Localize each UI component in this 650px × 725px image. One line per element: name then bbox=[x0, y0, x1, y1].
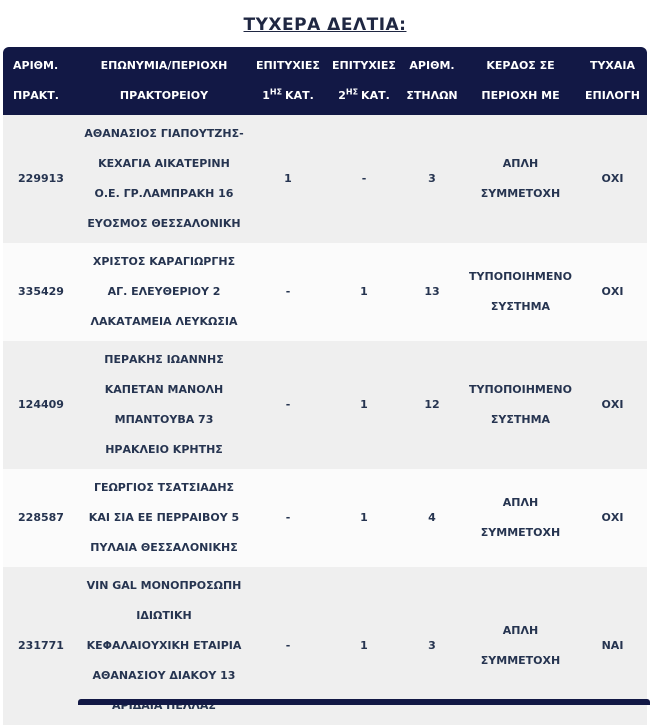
cat1-wins-cell: - bbox=[285, 398, 291, 411]
cat1-wins-cell: - bbox=[285, 511, 291, 524]
header-agency-name-area: ΕΠΩΝΥΜΙΑ/ΠΕΡΙΟΧΗ ΠΡΑΚΤΟΡΕΙΟΥ bbox=[79, 47, 249, 115]
win-area-cell: ΑΠΛΗ ΣΥΜΜΕΤΟΧΗ bbox=[480, 157, 561, 200]
page-title: ΤΥΧΕΡΑ ΔΕΛΤΙΑ: bbox=[243, 15, 407, 35]
table-row: 335429 ΧΡΙΣΤΟΣ ΚΑΡΑΓΙΩΡΓΗΣ ΑΓ. ΕΛΕΥΘΕΡΙΟ… bbox=[3, 243, 647, 341]
table-header-row: ΑΡΙΘΜ. ΠΡΑΚΤ. ΕΠΩΝΥΜΙΑ/ΠΕΡΙΟΧΗ ΠΡΑΚΤΟΡΕΙ… bbox=[3, 47, 647, 115]
table-row: 124409 ΠΕΡΑΚΗΣ ΙΩΑΝΝΗΣ ΚΑΠΕΤΑΝ ΜΑΝΟΛΗ ΜΠ… bbox=[3, 341, 647, 469]
random-pick-cell: ΟΧΙ bbox=[601, 285, 624, 298]
header-line: ΤΥΧΑΙΑ bbox=[589, 59, 636, 72]
win-area-cell: ΤΥΠΟΠΟΙΗΜΕΝΟ ΣΥΣΤΗΜΑ bbox=[469, 383, 572, 426]
agency-number-cell: 231771 bbox=[18, 639, 64, 652]
win-area-cell: ΑΠΛΗ ΣΥΜΜΕΤΟΧΗ bbox=[480, 624, 561, 667]
agency-name-cell: ΧΡΙΣΤΟΣ ΚΑΡΑΓΙΩΡΓΗΣ ΑΓ. ΕΛΕΥΘΕΡΙΟΥ 2 ΛΑΚ… bbox=[90, 255, 238, 328]
agency-number-cell: 229913 bbox=[18, 172, 64, 185]
header-agency-number: ΑΡΙΘΜ. ΠΡΑΚΤ. bbox=[3, 47, 79, 115]
cat2-wins-cell: - bbox=[361, 172, 367, 185]
columns-count-cell: 3 bbox=[428, 639, 436, 652]
cat1-wins-cell: 1 bbox=[284, 172, 292, 185]
cat2-wins-cell: 1 bbox=[360, 285, 368, 298]
header-win-area: ΚΕΡΔΟΣ ΣΕ ΠΕΡΙΟΧΗ ΜΕ bbox=[463, 47, 578, 115]
header-random-pick: ΤΥΧΑΙΑ ΕΠΙΛΟΓΗ bbox=[578, 47, 647, 115]
random-pick-cell: ΟΧΙ bbox=[601, 398, 624, 411]
columns-count-cell: 4 bbox=[428, 511, 436, 524]
random-pick-cell: ΟΧΙ bbox=[601, 511, 624, 524]
cat1-wins-cell: - bbox=[285, 639, 291, 652]
header-line: ΕΠΩΝΥΜΙΑ/ΠΕΡΙΟΧΗ bbox=[100, 59, 228, 72]
agency-name-cell: ΓΕΩΡΓΙΟΣ ΤΣΑΤΣΙΑΔΗΣ ΚΑΙ ΣΙΑ ΕΕ ΠΕΡΡΑΙΒΟΥ… bbox=[88, 481, 240, 554]
columns-count-cell: 3 bbox=[428, 172, 436, 185]
agency-name-cell: ΠΕΡΑΚΗΣ ΙΩΑΝΝΗΣ ΚΑΠΕΤΑΝ ΜΑΝΟΛΗ ΜΠΑΝΤΟΥΒΑ… bbox=[104, 353, 224, 456]
cat1-wins-cell: - bbox=[285, 285, 291, 298]
win-area-cell: ΤΥΠΟΠΟΙΗΜΕΝΟ ΣΥΣΤΗΜΑ bbox=[469, 270, 572, 313]
header-line: ΣΤΗΛΩΝ bbox=[406, 89, 458, 102]
header-columns-count: ΑΡΙΘΜ. ΣΤΗΛΩΝ bbox=[401, 47, 463, 115]
header-line: ΚΕΡΔΟΣ ΣΕ bbox=[486, 59, 555, 72]
columns-count-cell: 13 bbox=[424, 285, 440, 298]
cat2-wins-cell: 1 bbox=[360, 398, 368, 411]
header-line: ΠΡΑΚΤΟΡΕΙΟΥ bbox=[119, 89, 209, 102]
cat2-wins-cell: 1 bbox=[360, 639, 368, 652]
header-line: 2ΗΣ ΚΑΤ. bbox=[338, 87, 390, 102]
cat2-wins-cell: 1 bbox=[360, 511, 368, 524]
header-line: ΑΡΙΘΜ. bbox=[13, 59, 59, 72]
lucky-tickets-table: ΑΡΙΘΜ. ΠΡΑΚΤ. ΕΠΩΝΥΜΙΑ/ΠΕΡΙΟΧΗ ΠΡΑΚΤΟΡΕΙ… bbox=[3, 47, 647, 725]
random-pick-cell: ΟΧΙ bbox=[601, 172, 624, 185]
header-line: ΠΕΡΙΟΧΗ ΜΕ bbox=[481, 89, 560, 102]
next-section-top-bar bbox=[78, 699, 650, 705]
header-wins-cat1: ΕΠΙΤΥΧΙΕΣ 1ΗΣ ΚΑΤ. bbox=[249, 47, 327, 115]
win-area-cell: ΑΠΛΗ ΣΥΜΜΕΤΟΧΗ bbox=[480, 496, 561, 539]
agency-number-cell: 124409 bbox=[18, 398, 64, 411]
header-line: ΑΡΙΘΜ. bbox=[409, 59, 455, 72]
header-line: ΕΠΙΤΥΧΙΕΣ bbox=[332, 59, 396, 72]
random-pick-cell: ΝΑΙ bbox=[601, 639, 624, 652]
header-line: 1ΗΣ ΚΑΤ. bbox=[262, 87, 314, 102]
columns-count-cell: 12 bbox=[424, 398, 440, 411]
agency-number-cell: 228587 bbox=[18, 511, 64, 524]
agency-name-cell: ΑΘΑΝΑΣΙΟΣ ΓΙΑΠΟΥΤΖΗΣ-ΚΕΧΑΓΙΑ ΑΙΚΑΤΕΡΙΝΗ … bbox=[84, 127, 244, 230]
header-line: ΕΠΙΤΥΧΙΕΣ bbox=[256, 59, 320, 72]
header-line: ΠΡΑΚΤ. bbox=[13, 89, 59, 102]
table-row: 229913 ΑΘΑΝΑΣΙΟΣ ΓΙΑΠΟΥΤΖΗΣ-ΚΕΧΑΓΙΑ ΑΙΚΑ… bbox=[3, 115, 647, 243]
table-row: 228587 ΓΕΩΡΓΙΟΣ ΤΣΑΤΣΙΑΔΗΣ ΚΑΙ ΣΙΑ ΕΕ ΠΕ… bbox=[3, 469, 647, 567]
header-line: ΕΠΙΛΟΓΗ bbox=[585, 89, 640, 102]
agency-number-cell: 335429 bbox=[18, 285, 64, 298]
header-wins-cat2: ΕΠΙΤΥΧΙΕΣ 2ΗΣ ΚΑΤ. bbox=[327, 47, 401, 115]
